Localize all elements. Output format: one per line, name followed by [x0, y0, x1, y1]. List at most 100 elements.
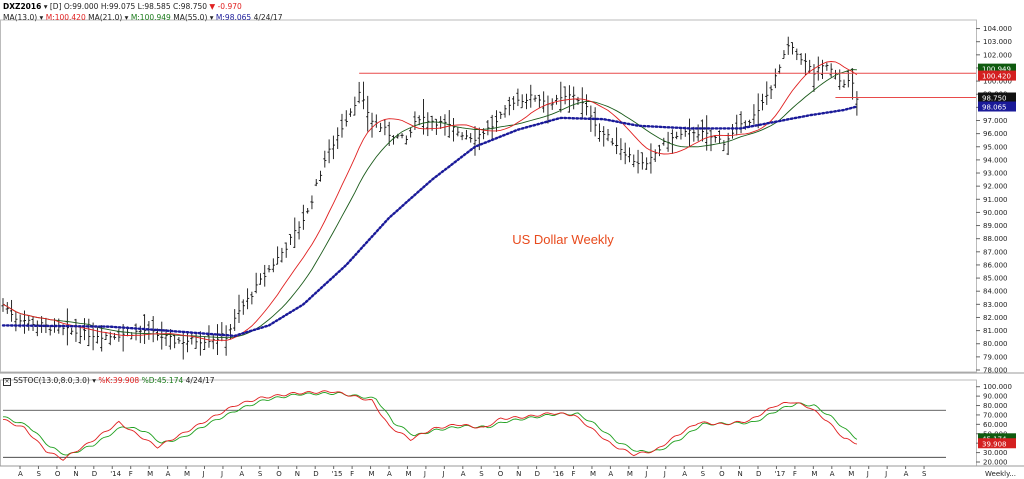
ohlc-bar: [855, 91, 859, 116]
price-tick-label: 92.000: [983, 183, 1008, 191]
ohlc-bar: [675, 131, 679, 140]
ohlc-bar: [370, 112, 374, 138]
ohlc-bar: [584, 94, 589, 116]
ohlc-bar: [490, 114, 494, 141]
x-month-label: J: [644, 470, 647, 478]
price-tick-label: 93.000: [983, 170, 1008, 178]
x-month-label: '17: [774, 470, 785, 478]
x-month-label: O: [719, 470, 725, 478]
ohlc-bar: [344, 110, 348, 127]
price-tick-label: 103.000: [983, 38, 1012, 46]
tag-label: 100.949: [982, 66, 1011, 74]
ohlc-bar: [499, 111, 503, 119]
ohlc-bar: [640, 152, 644, 170]
ma21-label[interactable]: MA(21.0): [88, 13, 123, 22]
ma13-value: M:100.420: [45, 13, 86, 22]
x-month-label: '15: [332, 470, 343, 478]
x-month-label: '14: [110, 470, 121, 478]
ohlc-bar: [78, 327, 82, 344]
ohlc-bars: [1, 36, 859, 360]
dropdown-icon[interactable]: ▾: [92, 376, 96, 385]
last-value-tag: 39.908: [978, 438, 1016, 449]
dropdown-icon[interactable]: ▾: [39, 13, 44, 22]
ma13-label[interactable]: MA(13.0): [3, 13, 38, 22]
ohlc-bar: [739, 111, 743, 134]
chart-annotation: US Dollar Weekly: [512, 232, 614, 247]
price-tick-label: 95.000: [983, 143, 1008, 151]
close-box-icon[interactable]: ×: [3, 378, 11, 386]
x-month-label: N: [738, 470, 743, 478]
ohlc-bar: [203, 336, 207, 350]
ohlc-bar: [512, 96, 516, 111]
ohlc-bar: [254, 272, 258, 294]
price-header: DXZ2016 ▾ [D] O:99.000 H:99.075 L:98.585…: [3, 2, 242, 11]
ohlc-bar: [306, 208, 310, 214]
ohlc-bar: [443, 114, 447, 136]
stoch-header: × SSTOC(13.0,8.0,3.0) ▾ %K:39.908 %D:45.…: [3, 376, 215, 386]
x-month-label: J: [663, 470, 666, 478]
ohlc-bar: [554, 94, 559, 105]
ohlc-bar: [542, 91, 546, 113]
dropdown-icon[interactable]: ▾: [209, 13, 214, 22]
ohlc-bar: [237, 294, 241, 323]
x-month-label: J: [866, 470, 869, 478]
stoch-date: 4/24/17: [185, 376, 215, 385]
ohlc-bar: [816, 56, 820, 81]
ohlc-bar: [597, 123, 602, 142]
x-month-label: O: [276, 470, 282, 478]
ohlc-bar: [27, 315, 31, 331]
x-month-label: O: [55, 470, 61, 478]
ohlc-bar: [447, 110, 451, 138]
ohlc-bar: [572, 86, 576, 110]
ohlc-bar: [35, 320, 39, 337]
last-value-tag: 98.750: [978, 92, 1016, 103]
ohlc-bar: [687, 118, 692, 147]
dropdown-icon[interactable]: ▾: [43, 2, 48, 11]
ohlc-bar: [451, 117, 456, 142]
ohlc-bar: [679, 127, 683, 140]
ohlc-bar: [327, 139, 331, 164]
price-tick-label: 87.000: [983, 248, 1008, 256]
ohlc-bar: [623, 142, 627, 165]
ohlc-bar: [563, 86, 567, 105]
stochastic-panel[interactable]: 20.00030.00040.00050.00060.00070.00080.0…: [0, 379, 1017, 467]
ma21-line: [2, 69, 857, 339]
ohlc-bar: [361, 81, 366, 110]
ma55-dotted-line: [1, 105, 859, 338]
x-month-label: F: [129, 470, 133, 478]
symbol-name[interactable]: DXZ2016: [3, 2, 42, 11]
tag-label: 98.750: [982, 95, 1007, 103]
interval-label[interactable]: [D]: [49, 2, 62, 11]
ma55-label[interactable]: MA(55.0): [173, 13, 208, 22]
price-tick-label: 104.000: [983, 25, 1012, 33]
ohlc-bar: [421, 99, 426, 135]
ohlc-bar: [627, 147, 632, 163]
x-month-label: A: [608, 470, 613, 478]
x-month-label: N: [73, 470, 78, 478]
last-value-tag: 98.065: [978, 101, 1016, 112]
price-panel[interactable]: 78.000 79.000 80.000 81.000 82.000 83.000 84.0…: [0, 19, 1024, 375]
ohlc-bar: [276, 246, 280, 265]
price-tick-label: 88.000: [983, 235, 1008, 243]
ohlc-bar: [366, 95, 370, 132]
x-month-label: A: [830, 470, 835, 478]
price-tick-label: 91.000: [983, 196, 1008, 204]
price-tick-label: 78.000: [983, 367, 1008, 375]
ohlc-bar: [353, 96, 357, 116]
dropdown-icon[interactable]: ▾: [124, 13, 129, 22]
ohlc-bar: [190, 331, 194, 345]
x-month-label: A: [18, 470, 23, 478]
ohlc-bar: [477, 127, 481, 151]
ohlc-bar: [722, 140, 726, 152]
x-month-label: D: [313, 470, 318, 478]
stoch-label[interactable]: SSTOC(13.0,8.0,3.0): [13, 376, 90, 385]
tag-label: 39.908: [982, 440, 1007, 448]
x-month-label: F: [572, 470, 576, 478]
high-value: H:99.075: [100, 2, 136, 11]
ohlc-bar: [524, 93, 529, 110]
footer-label[interactable]: Weekly...: [985, 470, 1016, 478]
ohlc-bar: [778, 64, 782, 75]
x-month-label: M: [405, 470, 411, 478]
price-tick-label: 97.000: [983, 117, 1008, 125]
ohlc-bar: [301, 204, 305, 230]
